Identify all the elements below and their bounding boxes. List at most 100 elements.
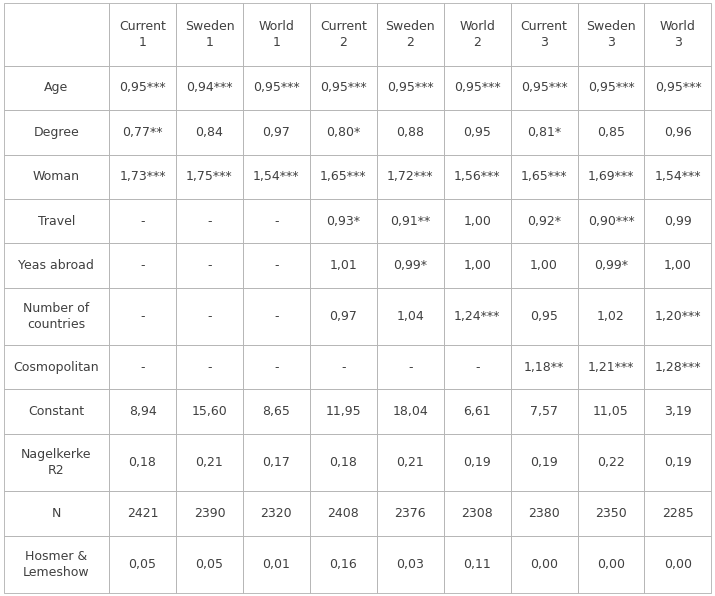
Bar [243, 389, 310, 434]
Bar [578, 288, 644, 345]
Bar [377, 3, 444, 66]
Bar [4, 3, 109, 66]
Text: -: - [274, 215, 279, 228]
Text: 1,54***: 1,54*** [655, 170, 701, 183]
Text: 0,95***: 0,95*** [119, 82, 166, 94]
Text: World
3: World 3 [660, 20, 696, 49]
Text: 1,24***: 1,24*** [454, 310, 500, 323]
Text: 0,95***: 0,95*** [588, 82, 634, 94]
Text: -: - [274, 310, 279, 323]
Text: -: - [207, 310, 212, 323]
Bar [444, 536, 511, 593]
Text: 8,65: 8,65 [262, 405, 290, 418]
Text: 2408: 2408 [327, 507, 359, 520]
Bar [578, 491, 644, 536]
Text: 1,00: 1,00 [463, 259, 491, 272]
Text: 1,18**: 1,18** [524, 361, 564, 374]
Bar [176, 536, 243, 593]
Bar [578, 3, 644, 66]
Bar [377, 491, 444, 536]
Bar [578, 154, 644, 199]
Text: 6,61: 6,61 [463, 405, 491, 418]
Text: 0,00: 0,00 [664, 558, 692, 571]
Text: 11,05: 11,05 [593, 405, 629, 418]
Text: 1,01: 1,01 [330, 259, 358, 272]
Text: Sweden
2: Sweden 2 [385, 20, 435, 49]
Text: 0,19: 0,19 [463, 456, 491, 469]
Text: -: - [408, 361, 413, 374]
Bar [176, 389, 243, 434]
Bar [4, 154, 109, 199]
Text: 0,18: 0,18 [330, 456, 358, 469]
Bar [444, 243, 511, 288]
Text: -: - [475, 361, 480, 374]
Text: 1,65***: 1,65*** [320, 170, 367, 183]
Bar [109, 288, 176, 345]
Bar [644, 243, 711, 288]
Text: 0,80*: 0,80* [326, 126, 360, 139]
Bar [511, 110, 578, 154]
Bar [644, 536, 711, 593]
Text: 1,72***: 1,72*** [387, 170, 433, 183]
Text: 2285: 2285 [662, 507, 694, 520]
Text: World
1: World 1 [258, 20, 295, 49]
Bar [310, 345, 377, 389]
Bar [109, 536, 176, 593]
Bar [310, 243, 377, 288]
Text: -: - [207, 215, 212, 228]
Bar [4, 288, 109, 345]
Bar [243, 110, 310, 154]
Text: 0,99*: 0,99* [594, 259, 628, 272]
Bar [377, 243, 444, 288]
Text: Current
1: Current 1 [119, 20, 166, 49]
Bar [578, 434, 644, 491]
Text: 0,95***: 0,95*** [253, 82, 300, 94]
Bar [377, 154, 444, 199]
Bar [4, 110, 109, 154]
Text: 1,04: 1,04 [396, 310, 424, 323]
Text: -: - [140, 361, 144, 374]
Bar [644, 110, 711, 154]
Bar [644, 66, 711, 110]
Bar [109, 345, 176, 389]
Bar [310, 491, 377, 536]
Text: 0,21: 0,21 [196, 456, 223, 469]
Bar [4, 345, 109, 389]
Bar [578, 199, 644, 243]
Text: 2376: 2376 [395, 507, 426, 520]
Text: 2308: 2308 [461, 507, 493, 520]
Bar [444, 110, 511, 154]
Text: 0,05: 0,05 [195, 558, 224, 571]
Bar [243, 345, 310, 389]
Text: 0,96: 0,96 [664, 126, 692, 139]
Text: -: - [140, 259, 144, 272]
Text: 0,81*: 0,81* [527, 126, 561, 139]
Text: Hosmer &
Lemeshow: Hosmer & Lemeshow [23, 550, 89, 579]
Bar [243, 66, 310, 110]
Text: 1,28***: 1,28*** [655, 361, 701, 374]
Text: 0,93*: 0,93* [326, 215, 360, 228]
Bar [310, 199, 377, 243]
Text: 0,77**: 0,77** [122, 126, 163, 139]
Text: Yeas abroad: Yeas abroad [19, 259, 94, 272]
Text: 0,95: 0,95 [463, 126, 491, 139]
Text: 2320: 2320 [260, 507, 292, 520]
Text: 0,95: 0,95 [530, 310, 558, 323]
Bar [4, 389, 109, 434]
Bar [377, 536, 444, 593]
Bar [644, 3, 711, 66]
Bar [578, 243, 644, 288]
Text: 7,57: 7,57 [530, 405, 558, 418]
Bar [578, 536, 644, 593]
Bar [578, 66, 644, 110]
Text: Travel: Travel [38, 215, 75, 228]
Bar [644, 345, 711, 389]
Bar [109, 3, 176, 66]
Bar [4, 199, 109, 243]
Bar [644, 434, 711, 491]
Text: 2390: 2390 [194, 507, 225, 520]
Text: 3,19: 3,19 [664, 405, 692, 418]
Text: Woman: Woman [33, 170, 80, 183]
Text: 0,22: 0,22 [597, 456, 625, 469]
Text: Sweden
1: Sweden 1 [184, 20, 235, 49]
